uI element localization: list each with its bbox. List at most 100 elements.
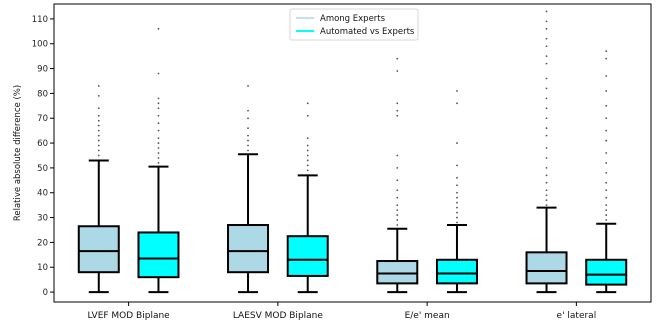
outlier-point (157, 72, 160, 75)
outlier-point (97, 154, 100, 157)
outlier-point (396, 224, 399, 226)
x-tick-label: e' lateral (557, 311, 597, 320)
outlier-point (545, 10, 548, 13)
legend: Among Experts Automated vs Experts (289, 8, 419, 41)
box-1-1 (286, 102, 329, 294)
outlier-point (456, 90, 458, 92)
outlier-point (396, 102, 399, 105)
outlier-point (545, 37, 548, 40)
outlier-point (545, 62, 548, 65)
boxes-layer (77, 10, 628, 294)
outlier-point (545, 77, 548, 80)
y-tick-label: 30 (37, 214, 48, 224)
outlier-point (456, 176, 458, 179)
outlier-point (97, 94, 100, 97)
outlier-point (157, 107, 160, 110)
iqr-box (77, 225, 120, 274)
outlier-point (605, 181, 608, 184)
x-tick-label: E/e' mean (405, 311, 450, 320)
outlier-point (396, 214, 399, 216)
outlier-point (97, 134, 100, 137)
outlier-point (605, 152, 608, 154)
outlier-point (97, 139, 100, 142)
outlier-point (605, 162, 608, 164)
x-tick-label: LVEF MOD Biplane (88, 311, 171, 320)
outlier-point (97, 85, 100, 87)
outlier-point (247, 144, 249, 147)
outlier-point (545, 199, 548, 202)
outlier-point (396, 189, 399, 192)
outlier-point (456, 201, 458, 204)
outlier-point (456, 206, 458, 209)
outlier-point (545, 27, 548, 30)
outlier-point (306, 169, 309, 172)
y-tick-label: 10 (37, 263, 48, 273)
y-tick-label: 90 (37, 65, 48, 75)
outlier-point (157, 152, 160, 154)
y-axis-title: Relative absolute difference (%) (13, 85, 23, 221)
outlier-point (605, 171, 608, 174)
outlier-point (396, 204, 399, 207)
outlier-point (157, 137, 160, 140)
outlier-point (157, 157, 160, 159)
outlier-point (545, 204, 548, 207)
box-1-0 (227, 85, 270, 294)
outlier-point (545, 107, 548, 110)
iqr-box (525, 251, 568, 285)
outlier-point (247, 134, 249, 137)
outlier-point (396, 196, 399, 199)
x-axis-labels: LVEF MOD Biplane LAESV MOD Biplane E/e' me… (88, 302, 597, 320)
y-tick-label: 70 (37, 114, 48, 124)
outlier-point (157, 122, 160, 125)
box-0-1 (137, 27, 180, 294)
y-axis-ticks: 0 10 20 30 40 50 60 70 80 90 100 110 (32, 15, 54, 298)
outlier-point (306, 149, 309, 152)
outlier-point (456, 102, 458, 105)
outlier-point (605, 50, 608, 53)
outlier-point (545, 117, 548, 120)
box-0-0 (77, 85, 120, 294)
box-2-0 (376, 57, 419, 294)
outlier-point (157, 114, 160, 117)
outlier-point (605, 57, 608, 60)
outlier-point (396, 219, 399, 221)
outlier-point (605, 204, 608, 207)
outlier-point (545, 20, 548, 23)
outlier-point (97, 129, 100, 132)
outlier-point (545, 45, 548, 48)
y-tick-label: 50 (37, 164, 48, 174)
iqr-box (137, 231, 180, 279)
outlier-point (545, 181, 548, 184)
outlier-point (157, 147, 160, 149)
outlier-point (605, 75, 608, 77)
outlier-point (247, 109, 249, 112)
iqr-box (435, 258, 478, 285)
y-tick-label: 60 (37, 139, 48, 149)
outlier-point (306, 114, 309, 117)
iqr-box (227, 224, 270, 274)
y-tick-label: 40 (37, 189, 48, 199)
outlier-point (247, 85, 249, 87)
outlier-point (396, 209, 399, 212)
outlier-point (97, 144, 100, 147)
outlier-point (605, 214, 608, 216)
y-tick-label: 110 (32, 15, 48, 25)
outlier-point (456, 216, 458, 219)
y-tick-label: 80 (37, 89, 48, 99)
outlier-point (97, 149, 100, 152)
outlier-point (247, 149, 249, 152)
outlier-point (545, 147, 548, 149)
y-tick-label: 20 (37, 238, 48, 248)
iqr-box (376, 260, 419, 285)
outlier-point (605, 139, 608, 142)
outlier-point (605, 90, 608, 92)
outlier-point (605, 129, 608, 132)
outlier-point (396, 167, 399, 169)
iqr-box (585, 258, 628, 286)
outlier-point (306, 154, 309, 157)
outlier-point (306, 144, 309, 147)
outlier-point (545, 87, 548, 90)
outlier-point (456, 184, 458, 187)
outlier-point (545, 97, 548, 100)
box-2-1 (435, 90, 478, 294)
